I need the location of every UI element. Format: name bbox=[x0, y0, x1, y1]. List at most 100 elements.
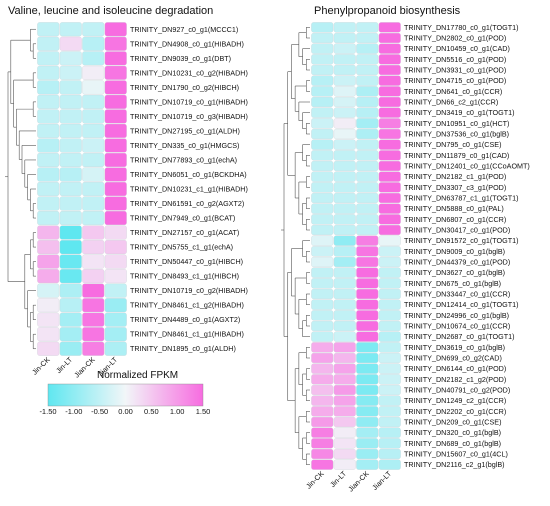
heatmap-cell bbox=[82, 240, 105, 255]
heatmap-cell bbox=[356, 363, 379, 374]
heatmap-cell bbox=[104, 240, 127, 255]
left-row-dendrogram bbox=[5, 28, 36, 350]
heatmap-cell bbox=[333, 32, 356, 44]
row-label: TRINITY_DN6051_c0_g1(BCKDHA) bbox=[130, 170, 247, 179]
heatmap-cell bbox=[311, 43, 334, 54]
heatmap-cell bbox=[82, 36, 105, 51]
heatmap-cell bbox=[378, 299, 401, 310]
heatmap-cell bbox=[378, 363, 401, 374]
heatmap-cell bbox=[311, 150, 334, 161]
heatmap-cell bbox=[378, 310, 401, 321]
heatmap-cell bbox=[333, 160, 356, 172]
heatmap-cell bbox=[333, 459, 356, 470]
legend-tick-labels: -1.50 -1.00 -0.50 0.00 0.50 1.00 1.50 bbox=[39, 407, 210, 416]
heatmap-cell bbox=[378, 118, 401, 129]
heatmap-cell bbox=[378, 182, 401, 193]
heatmap-cell bbox=[59, 211, 82, 226]
heatmap-cell bbox=[59, 36, 82, 51]
row-label: TRINITY_DN4715_c0_g1(POD) bbox=[404, 76, 506, 85]
heatmap-cell bbox=[59, 123, 82, 138]
heatmap-cell bbox=[378, 384, 401, 396]
row-label: TRINITY_DN2802_c0_g1(POD) bbox=[404, 34, 506, 43]
heatmap-cell bbox=[378, 43, 401, 54]
heatmap-cell bbox=[82, 341, 105, 356]
heatmap-cell bbox=[333, 278, 356, 289]
heatmap-cell bbox=[356, 107, 379, 118]
right-row-dendrogram bbox=[281, 27, 310, 465]
heatmap-cell bbox=[356, 278, 379, 289]
heatmap-cell bbox=[37, 298, 60, 313]
heatmap-cell bbox=[333, 96, 356, 108]
row-label: TRINITY_DN9039_c0_g1(DBT) bbox=[130, 54, 231, 63]
heatmap-cell bbox=[311, 256, 334, 268]
heatmap-cell bbox=[311, 86, 334, 97]
row-label: TRINITY_DN27157_c0_g1(ACAT) bbox=[130, 228, 239, 237]
heatmap-cell bbox=[59, 312, 82, 327]
heatmap-cell bbox=[356, 342, 379, 353]
row-label: TRINITY_DN15607_c0_g1(4CL) bbox=[404, 450, 508, 459]
row-label: TRINITY_DN63787_c1_g1(TOGT1) bbox=[404, 194, 519, 203]
heatmap-cell bbox=[333, 107, 356, 118]
row-label: TRINITY_DN17780_c0_g1(TOGT1) bbox=[404, 23, 519, 32]
heatmap-cell bbox=[82, 22, 105, 37]
heatmap-cell bbox=[37, 254, 60, 269]
heatmap-cell bbox=[104, 138, 127, 153]
row-label: TRINITY_DN3419_c0_g1(TOGT1) bbox=[404, 108, 515, 117]
heatmap-cell bbox=[378, 75, 401, 86]
legend-tick: 1.50 bbox=[196, 407, 211, 416]
row-label: TRINITY_DN1895_c0_g1(ALDH) bbox=[130, 344, 236, 353]
heatmap-cell bbox=[59, 298, 82, 313]
row-label: TRINITY_DN40791_c0_g2(POD) bbox=[404, 386, 510, 395]
heatmap-cell bbox=[311, 438, 334, 449]
row-label: TRINITY_DN50447_c0_g1(HIBCH) bbox=[130, 257, 243, 266]
column-label: Jin-LT bbox=[328, 469, 349, 490]
heatmap-cell bbox=[333, 86, 356, 97]
heatmap-cell bbox=[37, 312, 60, 327]
heatmap-cell bbox=[37, 22, 60, 37]
heatmap-cell bbox=[378, 320, 401, 332]
heatmap-cell bbox=[378, 352, 401, 364]
heatmap-cell bbox=[333, 214, 356, 225]
legend-tick: -0.50 bbox=[91, 407, 108, 416]
row-label: TRINITY_DN1790_c0_g2(HIBCH) bbox=[130, 83, 239, 92]
legend-gradient-bar bbox=[47, 383, 204, 407]
heatmap-cell bbox=[104, 181, 127, 197]
heatmap-cell bbox=[333, 416, 356, 428]
heatmap-cell bbox=[378, 278, 401, 289]
column-label: Jin-CK bbox=[304, 469, 326, 491]
heatmap-cell bbox=[378, 128, 401, 140]
heatmap-cell bbox=[356, 160, 379, 172]
heatmap-cell bbox=[59, 269, 82, 284]
row-label: TRINITY_DN641_c0_g1(CCR) bbox=[404, 87, 502, 96]
row-label: TRINITY_DN335_c0_g1(HMGCS) bbox=[130, 141, 239, 150]
heatmap-cell bbox=[311, 214, 334, 225]
heatmap-cell bbox=[311, 118, 334, 129]
row-label: TRINITY_DN3931_c0_g1(POD) bbox=[404, 66, 506, 75]
heatmap-cell bbox=[59, 327, 82, 342]
row-label: TRINITY_DN3627_c0_g1(bglB) bbox=[404, 268, 505, 277]
row-label: TRINITY_DN66_c2_g1(CCR) bbox=[404, 98, 498, 107]
heatmap-cell bbox=[356, 267, 379, 278]
heatmap-cell bbox=[356, 43, 379, 54]
legend-title: Normalized FPKM bbox=[97, 370, 178, 381]
color-legend: Normalized FPKM -1.50 -1.00 -0.50 0.00 0.50 1… bbox=[39, 370, 210, 416]
heatmap-cell bbox=[59, 167, 82, 182]
row-label: TRINITY_DN10674_c0_g1(CCR) bbox=[404, 322, 510, 331]
heatmap-cell bbox=[82, 225, 105, 240]
row-label: TRINITY_DN11879_c0_g1(CAD) bbox=[404, 151, 509, 160]
heatmap-cell bbox=[37, 123, 60, 138]
right-row-labels: TRINITY_DN17780_c0_g1(TOGT1) TRINITY_DN28… bbox=[404, 23, 530, 469]
heatmap-cell bbox=[333, 320, 356, 332]
right-heatmap-panel: Phenylpropanoid biosynthesis TRINITY_DN1… bbox=[281, 5, 530, 494]
heatmap-cell bbox=[104, 225, 127, 240]
heatmap-cell bbox=[82, 312, 105, 327]
heatmap-cell bbox=[356, 128, 379, 140]
heatmap-cell bbox=[104, 152, 127, 167]
heatmap-cell bbox=[378, 54, 401, 65]
heatmap-cell bbox=[333, 128, 356, 140]
heatmap-cell bbox=[82, 269, 105, 284]
heatmap-cell bbox=[311, 384, 334, 396]
heatmap-cell bbox=[356, 374, 379, 385]
row-label: TRINITY_DN5888_c0_g1(PAL) bbox=[404, 204, 504, 213]
heatmap-cell bbox=[82, 167, 105, 182]
